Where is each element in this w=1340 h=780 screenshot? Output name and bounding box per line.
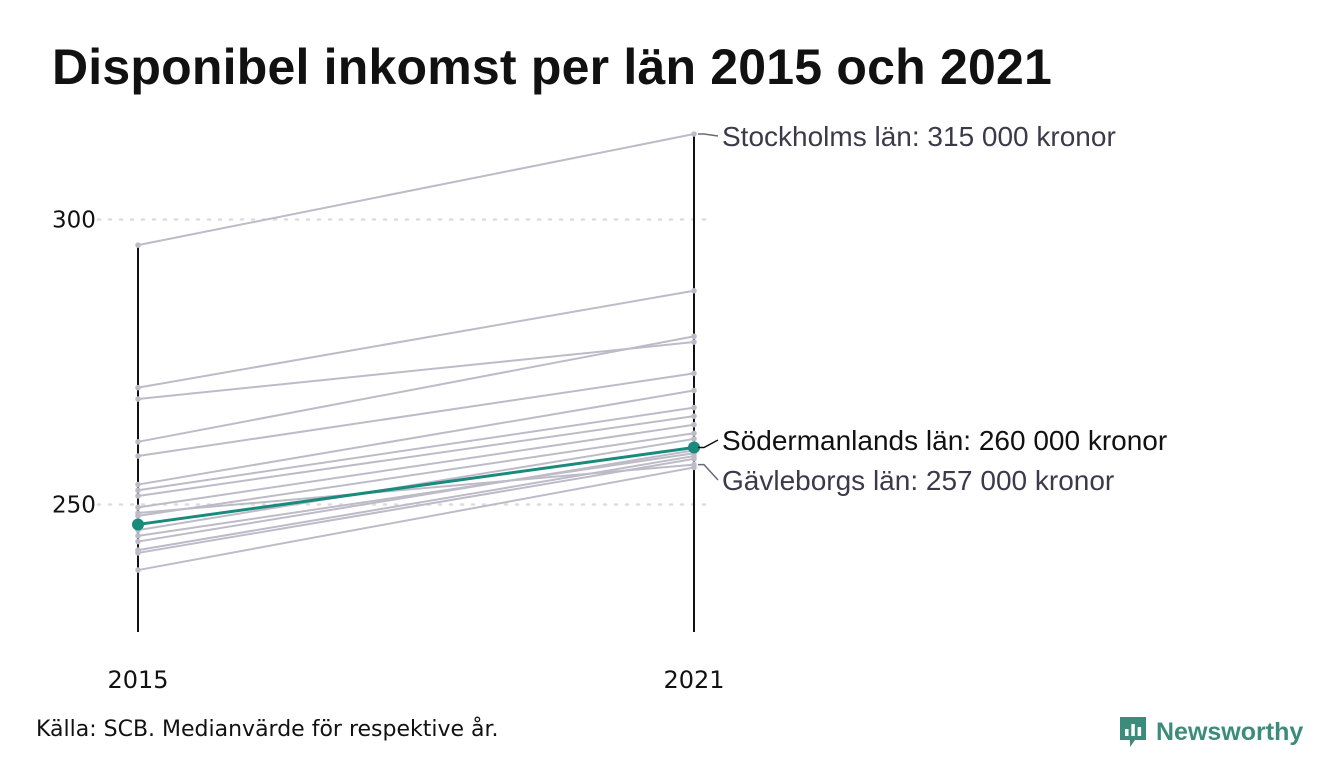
point-2015-län-9 (135, 504, 141, 511)
series-line-län-2 (137, 289, 695, 389)
point-2021-län-4 (691, 333, 697, 340)
x-tick-label-2021: 2021 (663, 666, 724, 694)
point-2015-län-13 (135, 538, 141, 545)
y-tick-label-300: 300 (52, 208, 96, 234)
series-line-stockholms-län (137, 133, 695, 247)
point-2021-län-6 (691, 387, 697, 394)
x-tick-label-2015: 2015 (107, 666, 168, 694)
point-2021-län-2 (691, 287, 697, 294)
point-2015-län-6 (135, 481, 141, 488)
point-2015-län-8 (135, 493, 141, 499)
point-2021-län-10 (691, 430, 697, 437)
series-line-län-5 (137, 372, 695, 458)
slope-chart: 250 300 2015 2021 Stockholms län: 315 000 k… (52, 121, 1167, 694)
brand-name: Newsworthy (1156, 717, 1304, 746)
annotation-stockholms-län: Stockholms län: 315 000 kronor (722, 121, 1116, 152)
point-2015-län-4 (135, 439, 141, 445)
series-line-län-10 (137, 432, 695, 517)
point-2021-gävleborgs-län (691, 461, 697, 468)
point-2015-län-3 (135, 396, 141, 402)
series-line-södermanlands-län (137, 446, 695, 526)
point-2021-län-15 (691, 456, 697, 462)
point-2015-län-15 (135, 550, 141, 556)
annotation-södermanlands-län: Södermanlands län: 260 000 kronor (722, 425, 1167, 456)
point-2015-gävleborgs-län (135, 510, 141, 516)
axes: 250 300 2015 2021 (52, 134, 725, 694)
series-line-län-12 (137, 452, 695, 537)
point-2015-län-12 (135, 533, 141, 539)
point-2021-län-11 (691, 436, 697, 442)
y-tick-label-250: 250 (52, 493, 96, 519)
leader-södermanlands-län (698, 439, 719, 449)
leader-gävleborgs-län (698, 463, 719, 481)
point-2021-stockholms-län (691, 131, 697, 137)
source-note: Källa: SCB. Medianvärde för respektive å… (36, 717, 499, 742)
annotation-gävleborgs-län: Gävleborgs län: 257 000 kronor (722, 465, 1114, 496)
series-line-län-16 (137, 466, 695, 572)
point-2021-län-5 (691, 370, 697, 377)
point-2015-län-5 (135, 453, 141, 459)
leader-stockholms-län (698, 133, 719, 137)
point-2015-län-2 (135, 384, 141, 391)
chart-title: Disponibel inkomst per län 2015 och 2021 (52, 39, 1053, 95)
point-2015-län-7 (135, 487, 141, 494)
point-2021-län-8 (691, 413, 697, 419)
series-line-gävleborgs-län (137, 463, 695, 515)
series-line-län-9 (137, 423, 695, 509)
series-line-län-6 (137, 389, 695, 486)
point-2021-län-7 (691, 404, 697, 411)
series-line-län-4 (137, 335, 695, 443)
series-line-län-7 (137, 406, 695, 492)
series-lines (132, 131, 700, 573)
series-line-län-13 (137, 449, 695, 543)
series-line-län-15 (137, 457, 695, 554)
point-2015-län-16 (135, 567, 141, 573)
annotations: Stockholms län: 315 000 kronor Södermanla… (698, 121, 1167, 496)
point-2015-södermanlands-län (132, 518, 144, 531)
series-line-län-3 (137, 341, 695, 401)
series-line-län-8 (137, 415, 695, 497)
point-2021-län-9 (691, 421, 697, 428)
point-2021-södermanlands-län (688, 441, 700, 454)
newsworthy-chart-logo-icon (1120, 717, 1146, 747)
point-2015-stockholms-län (135, 242, 141, 248)
brand-logo: Newsworthy (1118, 714, 1303, 750)
point-2021-län-3 (691, 339, 697, 345)
